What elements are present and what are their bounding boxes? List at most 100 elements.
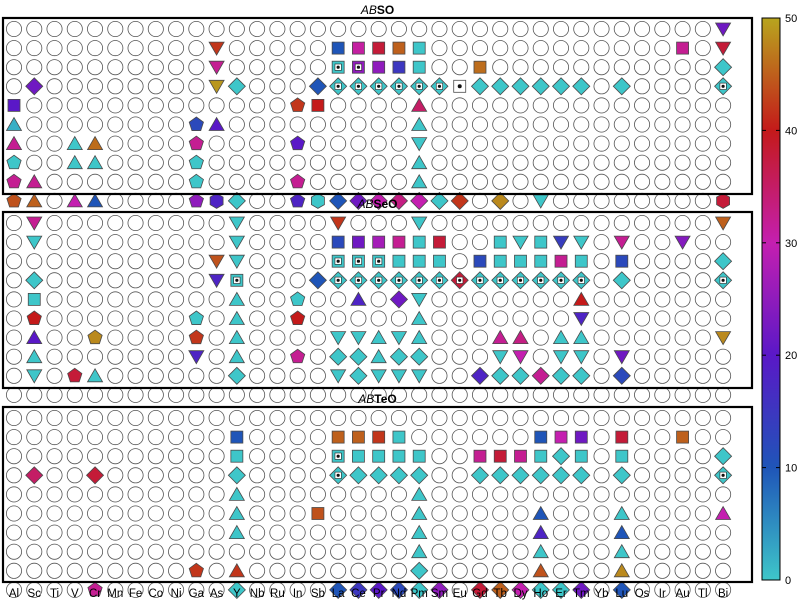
empty-circle bbox=[634, 562, 651, 579]
empty-circle bbox=[6, 562, 22, 579]
empty-circle bbox=[613, 329, 630, 346]
empty-circle bbox=[350, 524, 367, 541]
element-label: Er bbox=[555, 588, 567, 600]
empty-circle bbox=[127, 543, 144, 560]
empty-circle bbox=[127, 78, 144, 95]
marker-square bbox=[392, 41, 406, 55]
marker-triangle-up bbox=[228, 348, 246, 364]
empty-circle bbox=[532, 154, 549, 171]
empty-circle bbox=[26, 97, 43, 114]
empty-circle bbox=[390, 562, 407, 579]
marker-triangle-up bbox=[532, 505, 549, 520]
empty-circle bbox=[350, 135, 367, 152]
empty-circle bbox=[269, 40, 286, 57]
empty-circle bbox=[188, 20, 205, 37]
empty-circle bbox=[431, 173, 448, 190]
marker-diamond bbox=[551, 77, 571, 96]
empty-circle bbox=[6, 78, 22, 95]
element-label: Mn bbox=[107, 588, 123, 600]
empty-circle bbox=[289, 116, 306, 133]
empty-circle bbox=[66, 310, 83, 327]
empty-circle bbox=[26, 448, 43, 465]
empty-circle bbox=[654, 467, 671, 484]
marker-diamond bbox=[25, 77, 44, 96]
empty-circle bbox=[715, 543, 732, 560]
empty-circle bbox=[613, 40, 630, 57]
empty-circle bbox=[269, 291, 286, 308]
marker-diamond bbox=[470, 466, 490, 485]
empty-circle bbox=[634, 20, 651, 37]
empty-circle bbox=[715, 367, 732, 384]
empty-circle bbox=[26, 429, 43, 446]
empty-circle bbox=[87, 448, 104, 465]
empty-circle bbox=[634, 329, 651, 346]
element-label: Ru bbox=[270, 588, 285, 600]
empty-circle bbox=[512, 173, 529, 190]
empty-circle bbox=[390, 173, 407, 190]
marker-square bbox=[534, 235, 548, 249]
empty-circle bbox=[249, 97, 266, 114]
colorbar-tick-label: 30 bbox=[785, 238, 797, 250]
marker-pentagon bbox=[290, 310, 306, 325]
empty-circle bbox=[107, 562, 124, 579]
empty-circle bbox=[512, 97, 529, 114]
empty-circle bbox=[593, 234, 610, 251]
marker-diamond bbox=[572, 580, 591, 599]
empty-circle bbox=[553, 192, 570, 209]
empty-circle bbox=[330, 20, 347, 37]
empty-circle bbox=[168, 467, 185, 484]
empty-circle bbox=[168, 173, 185, 190]
empty-circle bbox=[613, 214, 630, 231]
marker-square bbox=[554, 430, 568, 444]
empty-circle bbox=[66, 40, 83, 57]
marker-diamond bbox=[389, 191, 409, 210]
empty-circle bbox=[634, 116, 651, 133]
empty-circle bbox=[107, 234, 124, 251]
element-label: Y bbox=[233, 588, 241, 600]
empty-circle bbox=[46, 78, 63, 95]
empty-circle bbox=[512, 524, 529, 541]
empty-circle bbox=[66, 20, 83, 37]
marker-diamond bbox=[389, 347, 409, 366]
empty-circle bbox=[289, 505, 306, 522]
marker-pentagon bbox=[87, 329, 103, 345]
empty-circle bbox=[674, 59, 691, 76]
marker-triangle-down bbox=[613, 235, 630, 250]
empty-circle bbox=[471, 486, 488, 503]
empty-circle bbox=[289, 329, 306, 346]
marker-diamond bbox=[349, 580, 368, 599]
empty-circle bbox=[390, 97, 407, 114]
empty-circle bbox=[634, 214, 651, 231]
empty-circle bbox=[330, 409, 347, 426]
element-label: Ir bbox=[659, 588, 666, 600]
empty-circle bbox=[471, 329, 488, 346]
empty-circle bbox=[654, 543, 671, 560]
empty-circle bbox=[87, 272, 104, 289]
empty-circle bbox=[715, 348, 732, 365]
empty-circle bbox=[309, 214, 326, 231]
marker-triangle-up bbox=[613, 562, 630, 578]
empty-circle bbox=[694, 409, 711, 426]
empty-circle bbox=[309, 367, 326, 384]
empty-circle bbox=[168, 135, 185, 152]
empty-circle bbox=[471, 20, 488, 37]
empty-circle bbox=[613, 20, 630, 37]
marker-triangle-down bbox=[26, 235, 43, 250]
marker-diamond bbox=[551, 447, 571, 466]
empty-circle bbox=[107, 253, 124, 270]
marker-diamond bbox=[511, 580, 530, 599]
empty-circle bbox=[249, 214, 266, 231]
marker-triangle-up bbox=[613, 505, 630, 520]
empty-circle bbox=[168, 20, 185, 37]
empty-circle bbox=[431, 40, 448, 57]
empty-circle bbox=[330, 154, 347, 171]
empty-circle bbox=[188, 272, 205, 289]
empty-circle bbox=[208, 20, 225, 37]
empty-circle bbox=[593, 154, 610, 171]
colorbar-tick-label: 20 bbox=[785, 350, 797, 362]
empty-circle bbox=[309, 562, 326, 579]
empty-circle bbox=[6, 429, 22, 446]
empty-circle bbox=[512, 116, 529, 133]
empty-circle bbox=[208, 524, 225, 541]
empty-circle bbox=[107, 173, 124, 190]
